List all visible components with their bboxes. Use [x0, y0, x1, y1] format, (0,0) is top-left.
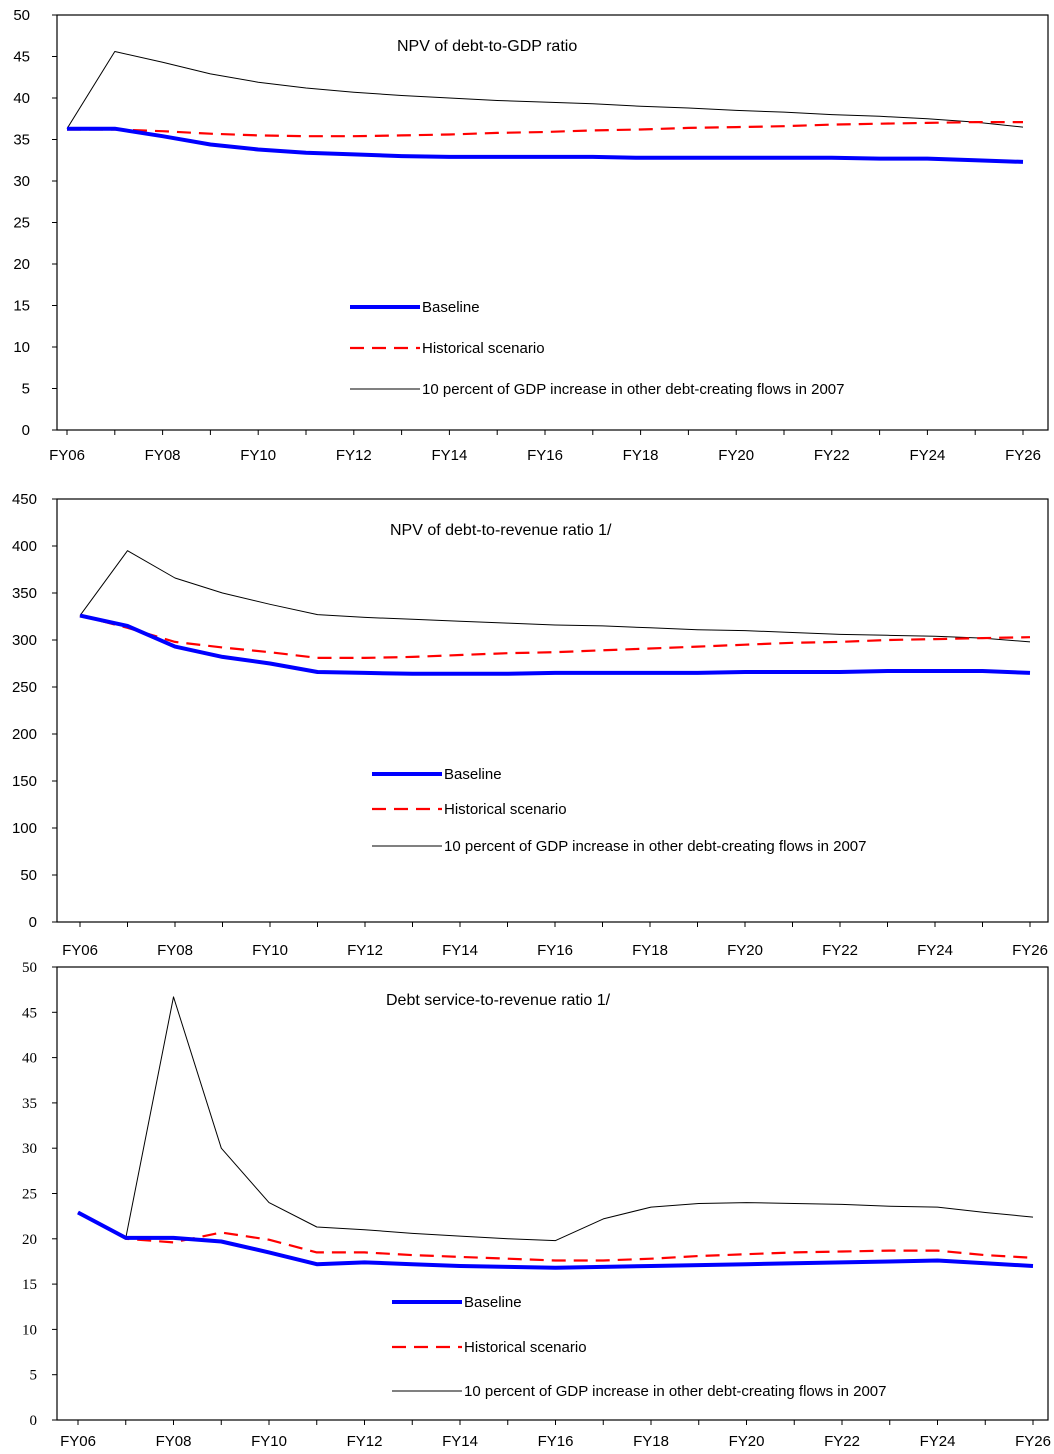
x-tick-label: FY10	[240, 447, 276, 464]
y-tick-label: 100	[12, 820, 37, 837]
series-line-shock	[79, 550, 1031, 643]
x-tick-label: FY22	[822, 942, 858, 959]
plot-frame	[56, 498, 1049, 923]
y-tick-label: 40	[13, 90, 30, 107]
series-line-historical	[77, 1211, 1034, 1262]
y-tick-label: 50	[22, 960, 37, 976]
y-tick-label: 40	[22, 1051, 37, 1067]
x-tick-label: FY14	[431, 447, 467, 464]
x-tick-label: FY14	[442, 942, 478, 959]
series-line-historical	[79, 614, 1031, 660]
legend: Baseline Historical scenario 10 percent of…	[350, 299, 844, 398]
x-tick-label: FY22	[814, 447, 850, 464]
y-tick-label: 5	[30, 1368, 38, 1384]
x-tick-label: FY26	[1005, 447, 1041, 464]
x-tick-label: FY16	[537, 942, 573, 959]
x-tick-label: FY18	[623, 447, 659, 464]
plot-frame	[56, 14, 1049, 431]
y-tick-label: 30	[13, 173, 30, 190]
x-tick-label: FY12	[336, 447, 372, 464]
chart-panel-3: 0 5 10 15 20 25 30 35 40 45 50 FY06 FY08 FY10 FY12 FY14…	[22, 960, 1051, 1450]
x-tick-label: FY16	[527, 447, 563, 464]
y-tick-label: 150	[12, 773, 37, 790]
series-line-baseline	[77, 1210, 1034, 1270]
x-tick-label: FY18	[632, 942, 668, 959]
y-tick-label: 25	[22, 1187, 37, 1203]
legend-label-baseline: Baseline	[422, 299, 480, 316]
chart-panel-2: 0 50 100 150 200 250 300 350 400 450 FY06 FY08 FY10 F…	[12, 491, 1049, 959]
legend-label-historical: Historical scenario	[464, 1339, 587, 1356]
legend-label-shock: 10 percent of GDP increase in other debt…	[444, 838, 866, 855]
chart-title: Debt service-to-revenue ratio 1/	[386, 992, 611, 1009]
y-tick-label: 50	[13, 7, 30, 24]
x-tick-label: FY20	[727, 942, 763, 959]
y-tick-label: 10	[13, 339, 30, 356]
x-tick-label: FY22	[824, 1433, 860, 1450]
x-tick-label: FY12	[347, 942, 383, 959]
legend-label-historical: Historical scenario	[422, 340, 545, 357]
legend: Baseline Historical scenario 10 percent of…	[372, 766, 866, 855]
y-tick-label: 400	[12, 538, 37, 555]
legend: Baseline Historical scenario 10 percent of…	[392, 1294, 886, 1400]
x-tick-label: FY24	[920, 1433, 956, 1450]
x-tick-label: FY08	[156, 1433, 192, 1450]
x-tick-label: FY08	[157, 942, 193, 959]
legend-label-historical: Historical scenario	[444, 801, 567, 818]
x-tick-label: FY12	[347, 1433, 383, 1450]
series-line-shock	[77, 996, 1034, 1242]
x-tick-label: FY06	[49, 447, 85, 464]
chart-title: NPV of debt-to-GDP ratio	[397, 38, 577, 55]
x-tick-label: FY10	[251, 1433, 287, 1450]
x-tick-label: FY06	[60, 1433, 96, 1450]
chart-title: NPV of debt-to-revenue ratio 1/	[390, 522, 612, 539]
y-tick-label: 20	[13, 256, 30, 273]
y-tick-label: 300	[12, 632, 37, 649]
y-tick-label: 0	[22, 422, 30, 439]
y-tick-label: 350	[12, 585, 37, 602]
legend-label-shock: 10 percent of GDP increase in other debt…	[422, 381, 844, 398]
x-tick-label: FY24	[909, 447, 945, 464]
series-line-shock	[66, 51, 1024, 129]
y-tick-label: 250	[12, 679, 37, 696]
series-line-historical	[67, 120, 1023, 138]
y-tick-label: 5	[22, 381, 30, 398]
x-tick-label: FY26	[1015, 1433, 1051, 1450]
y-tick-label: 10	[22, 1322, 37, 1338]
x-tick-label: FY18	[633, 1433, 669, 1450]
y-tick-label: 0	[30, 1413, 38, 1429]
x-tick-label: FY16	[538, 1433, 574, 1450]
x-tick-label: FY20	[729, 1433, 765, 1450]
x-tick-label: FY20	[718, 447, 754, 464]
chart-panel-1: 0 5 10 15 20 25 30 35 40 45 50 FY06 FY08 FY10 FY12 FY14…	[13, 7, 1049, 464]
x-tick-label: FY06	[62, 942, 98, 959]
x-tick-label: FY26	[1012, 942, 1048, 959]
y-tick-label: 45	[13, 49, 30, 66]
y-tick-label: 30	[22, 1141, 37, 1157]
x-tick-label: FY10	[252, 942, 288, 959]
y-tick-label: 0	[29, 914, 37, 931]
legend-label-baseline: Baseline	[464, 1294, 522, 1311]
legend-label-shock: 10 percent of GDP increase in other debt…	[464, 1383, 886, 1400]
y-tick-label: 200	[12, 726, 37, 743]
y-tick-label: 25	[13, 215, 30, 232]
y-tick-label: 15	[22, 1277, 37, 1293]
x-tick-label: FY08	[145, 447, 181, 464]
y-tick-label: 35	[22, 1096, 37, 1112]
x-tick-label: FY24	[917, 942, 953, 959]
y-tick-label: 35	[13, 132, 30, 149]
series-line-baseline	[67, 126, 1024, 164]
y-tick-label: 15	[13, 298, 30, 315]
legend-label-baseline: Baseline	[444, 766, 502, 783]
y-tick-label: 50	[20, 867, 37, 884]
y-tick-label: 45	[22, 1005, 37, 1021]
y-tick-label: 450	[12, 491, 37, 508]
y-tick-label: 20	[22, 1232, 37, 1248]
series-line-baseline	[79, 613, 1031, 676]
x-tick-label: FY14	[442, 1433, 478, 1450]
